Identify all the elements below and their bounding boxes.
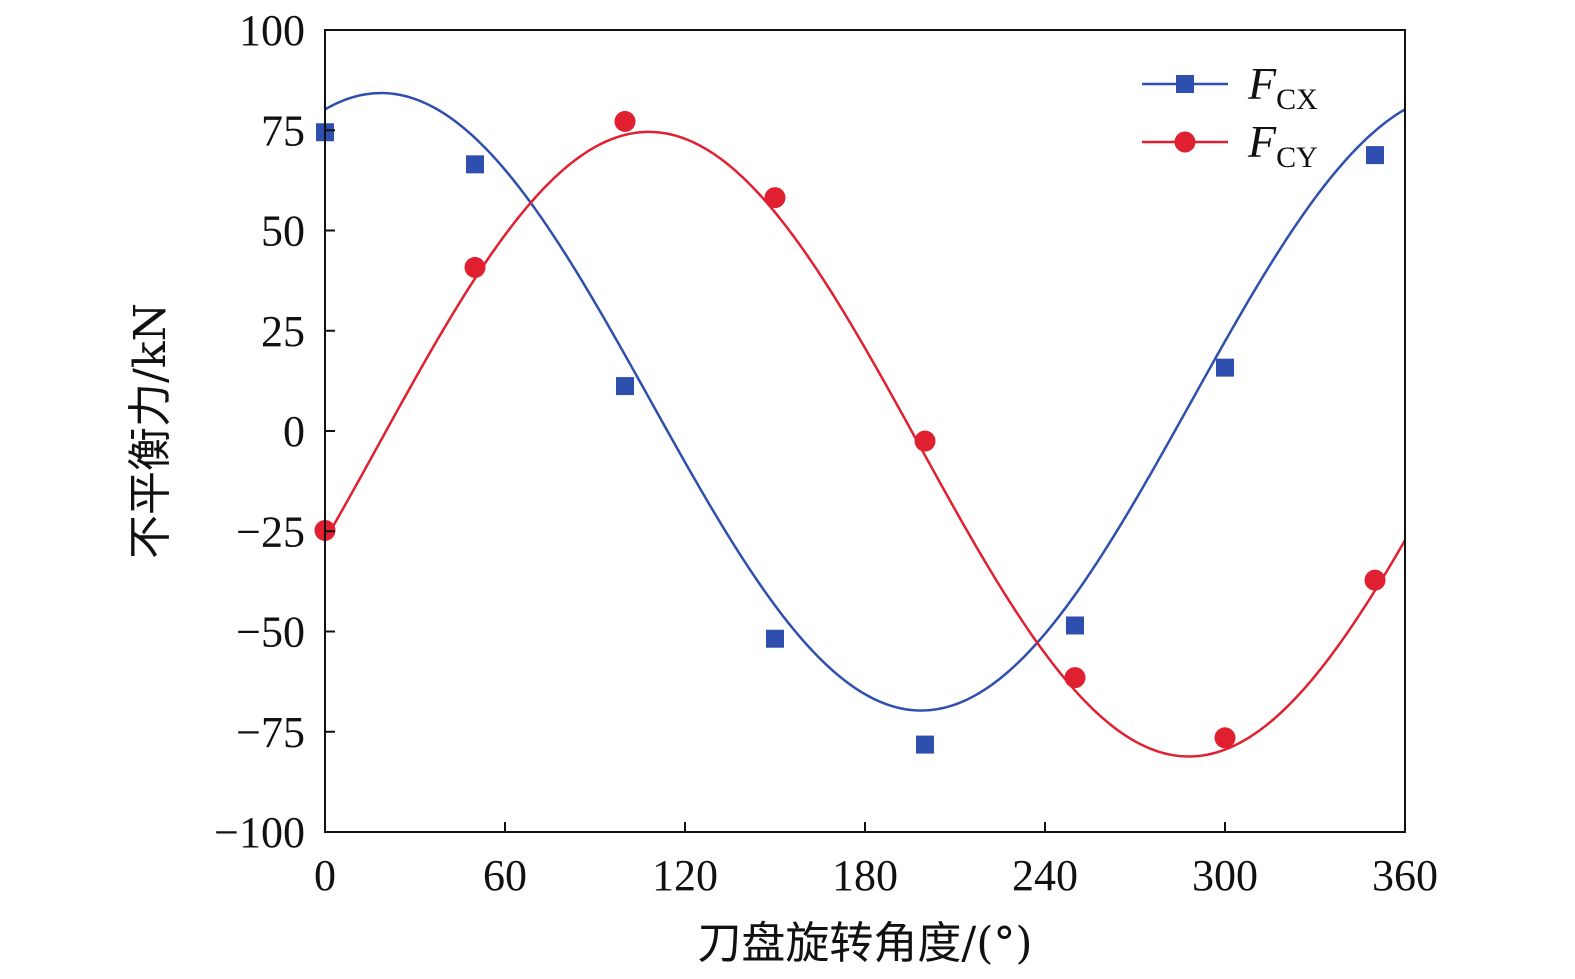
data-point-cx [1366,146,1384,165]
data-point-cy [614,110,636,132]
x-tick-label: 0 [314,851,336,900]
data-point-cy [464,256,486,278]
legend-marker-cy [1174,131,1196,153]
series-line-cy [323,130,1407,758]
data-point-cx [916,735,934,754]
y-axis-title: 不平衡力/kN [125,303,176,559]
y-axis-ticks: 100 75 50 25 0 −25 −50 −75 −100 [214,6,335,857]
series-line-cx [324,91,1406,712]
data-point-cy [1064,667,1086,689]
data-point-cy [764,187,786,209]
x-tick-label: 120 [652,851,718,900]
y-tick-label: 100 [239,6,305,55]
data-point-cx [616,377,634,396]
x-tick-label: 240 [1012,851,1078,900]
data-point-cy [1364,569,1386,591]
y-tick-label: 50 [261,207,305,256]
legend-label-cx: FCX [1247,58,1318,116]
y-tick-label: −25 [236,507,305,556]
legend-marker-cx [1176,75,1194,93]
data-point-cy [1214,727,1236,749]
y-tick-label: −75 [236,708,305,757]
y-tick-label: −100 [214,808,305,857]
data-point-cx [1066,616,1084,635]
data-point-cx [1216,358,1234,377]
y-tick-label: −50 [236,608,305,657]
y-tick-label: 0 [283,407,305,456]
legend-label-cy: FCY [1247,116,1318,174]
x-axis-ticks: 0 60 120 180 240 300 360 [314,822,1438,900]
data-point-cx [766,629,784,648]
x-tick-label: 300 [1192,851,1258,900]
x-tick-label: 60 [483,851,527,900]
data-point-cx [466,155,484,174]
y-tick-label: 25 [261,307,305,356]
series-curves [323,91,1407,758]
y-tick-label: 75 [261,106,305,155]
data-point-cy [914,430,936,452]
x-axis-title: 刀盘旋转角度/(°) [697,918,1032,969]
series-markers [314,110,1386,754]
x-tick-label: 360 [1372,851,1438,900]
x-tick-label: 180 [832,851,898,900]
